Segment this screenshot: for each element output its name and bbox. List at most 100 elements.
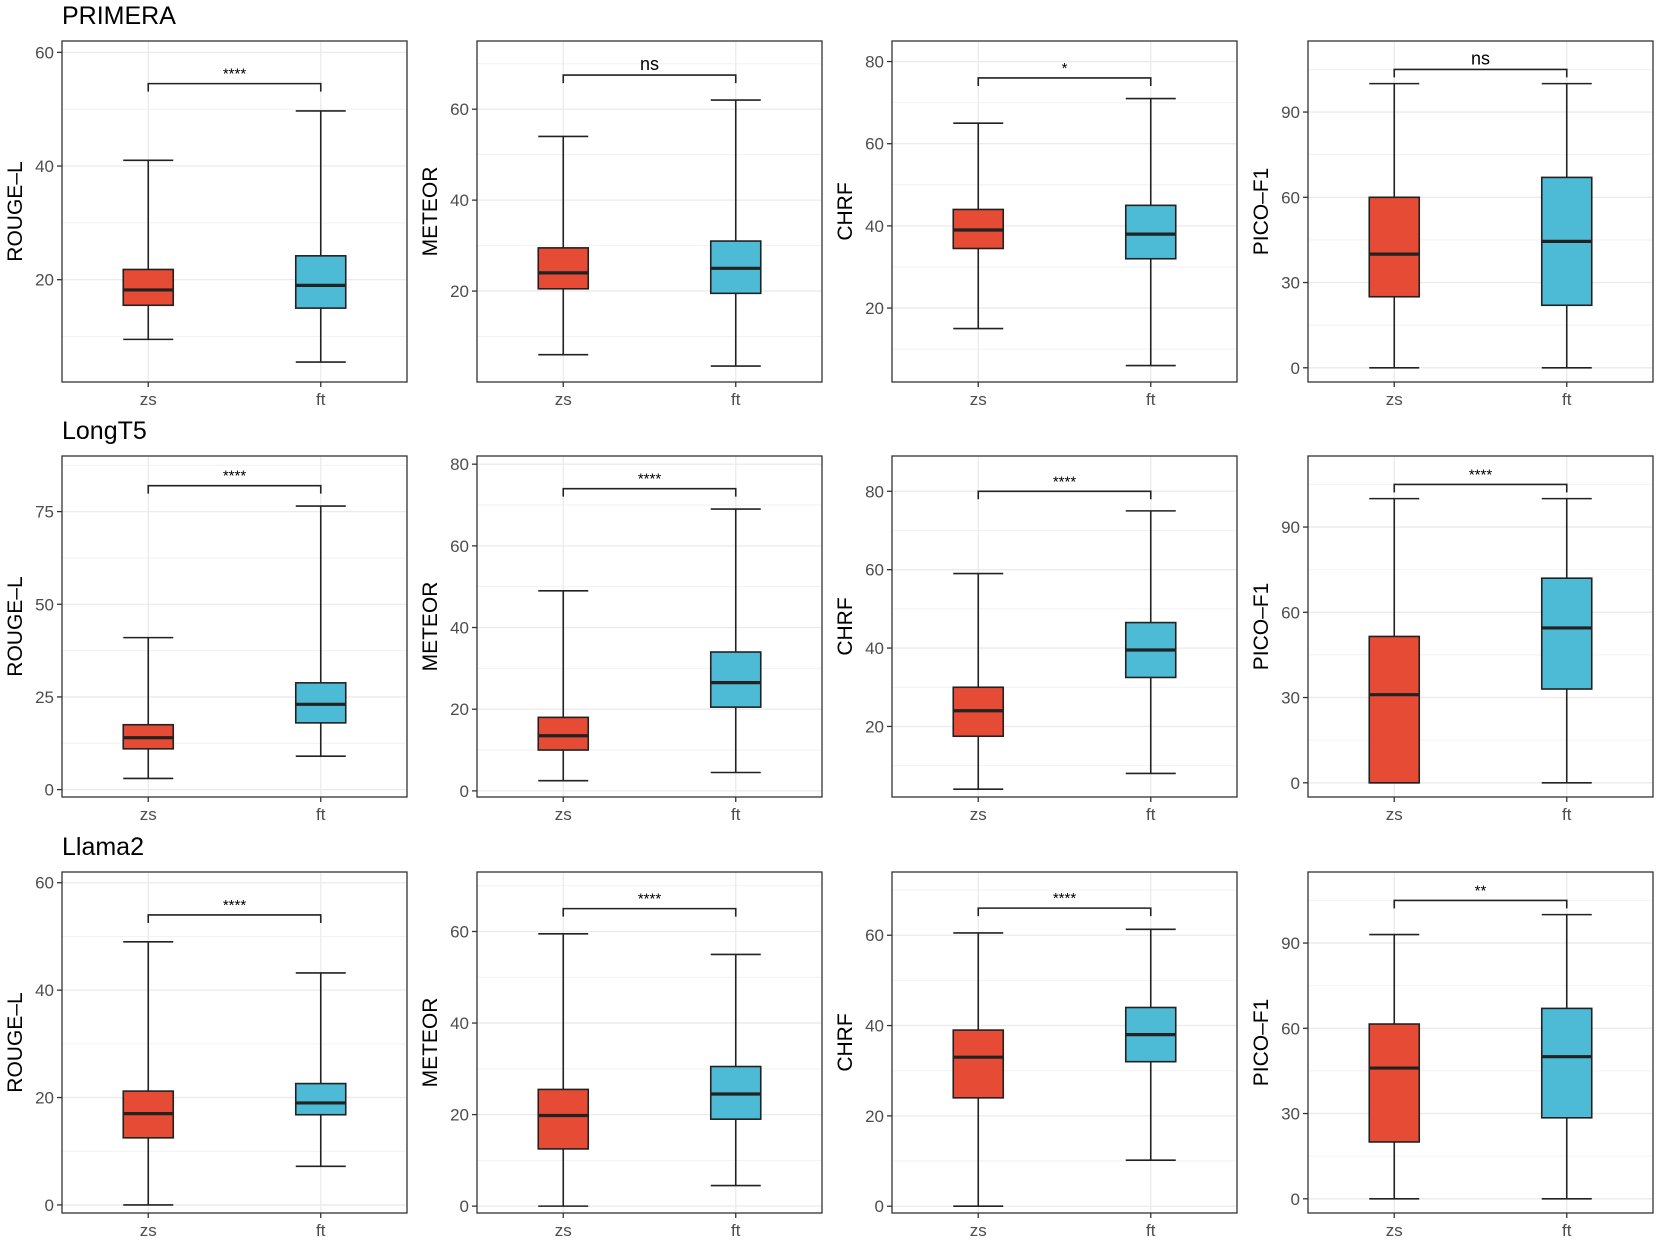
y-tick-label: 60 [450, 537, 469, 556]
box-zs [952, 932, 1005, 1208]
box-iqr [1124, 204, 1177, 260]
box-ft [294, 505, 347, 758]
y-tick-label: 60 [865, 561, 884, 580]
panel-border [476, 871, 823, 1214]
significance-label: **** [1053, 890, 1077, 907]
y-tick-label: 25 [35, 688, 54, 707]
significance-bracket [562, 74, 737, 84]
y-tick-label: 20 [35, 1089, 54, 1108]
x-tick-label: ft [316, 1221, 326, 1240]
y-tick-label: 40 [865, 639, 884, 658]
x-tick-label: ft [731, 390, 741, 409]
panel-border [891, 40, 1238, 383]
chart-panel: **** 20 40 60 80 zs ft CHRF [834, 455, 1238, 824]
x-tick-label: zs [1386, 390, 1403, 409]
box-iqr [294, 1082, 347, 1116]
y-tick-label: 0 [45, 1196, 54, 1215]
y-tick-label: 90 [1281, 103, 1300, 122]
box-ft [1124, 510, 1177, 775]
y-axis-title: CHRF [834, 597, 857, 655]
panel-border [1307, 455, 1654, 798]
chart-panel: **** 0 20 40 60 zs ft ROUGE–L [4, 871, 408, 1240]
y-tick-label: 0 [1291, 774, 1300, 793]
significance-label: ns [640, 54, 659, 74]
box-ft [294, 110, 347, 363]
y-axis-title: METEOR [419, 167, 442, 257]
x-tick-label: zs [1386, 805, 1403, 824]
chart-panel: ** 0 30 60 90 zs ft PICO–F1 [1250, 871, 1654, 1240]
box-iqr [537, 716, 590, 751]
y-tick-label: 30 [1281, 689, 1300, 708]
box-zs [952, 572, 1005, 790]
significance-label: **** [1469, 466, 1493, 483]
box-zs [1368, 497, 1421, 784]
y-tick-label: 20 [450, 700, 469, 719]
y-tick-label: 40 [865, 217, 884, 236]
panel-border [891, 455, 1238, 798]
box-zs [122, 941, 175, 1206]
box-ft [1124, 928, 1177, 1161]
y-tick-label: 20 [450, 282, 469, 301]
significance-bracket [1393, 899, 1568, 909]
y-tick-label: 20 [865, 299, 884, 318]
y-tick-label: 20 [865, 717, 884, 736]
x-tick-label: zs [1386, 1221, 1403, 1240]
significance-label: ** [1475, 882, 1487, 899]
x-tick-label: zs [970, 390, 987, 409]
box-zs [952, 122, 1005, 330]
box-ft [709, 99, 762, 367]
box-ft [709, 508, 762, 774]
significance-bracket [562, 487, 737, 497]
y-tick-label: 20 [450, 1106, 469, 1125]
x-tick-label: zs [555, 1221, 572, 1240]
y-axis-title: ROUGE–L [4, 576, 27, 676]
significance-label: **** [638, 891, 662, 908]
y-tick-label: 60 [1281, 188, 1300, 207]
model-title-llama2: Llama2 [62, 833, 144, 861]
y-tick-label: 50 [35, 595, 54, 614]
significance-label: * [1062, 60, 1068, 77]
chart-panel: **** 0 30 60 90 zs ft PICO–F1 [1250, 455, 1654, 824]
box-zs [1368, 82, 1421, 369]
y-tick-label: 60 [865, 135, 884, 154]
x-tick-label: ft [316, 805, 326, 824]
significance-label: **** [223, 897, 247, 914]
y-axis-title: ROUGE–L [4, 992, 27, 1092]
significance-bracket [1393, 68, 1568, 78]
x-tick-label: ft [316, 390, 326, 409]
y-axis-title: ROUGE–L [4, 161, 27, 261]
significance-bracket [1393, 483, 1568, 493]
box-iqr [952, 1029, 1005, 1099]
significance-label: **** [223, 66, 247, 83]
y-tick-label: 0 [875, 1197, 884, 1216]
y-tick-label: 90 [1281, 518, 1300, 537]
significance-bracket [977, 77, 1152, 86]
y-tick-label: 40 [35, 981, 54, 1000]
significance-bracket [147, 82, 322, 92]
x-tick-label: ft [1562, 390, 1572, 409]
box-iqr [122, 268, 175, 307]
y-axis-title: METEOR [419, 582, 442, 672]
chart-panel: **** 0 20 40 60 zs ft METEOR [419, 871, 823, 1240]
x-tick-label: ft [1562, 805, 1572, 824]
significance-label: **** [1053, 473, 1077, 490]
box-ft [709, 953, 762, 1187]
y-tick-label: 0 [460, 1197, 469, 1216]
panel-border [476, 40, 823, 383]
chart-panel: ns 0 30 60 90 zs ft PICO–F1 [1250, 40, 1654, 409]
y-axis-title: PICO–F1 [1250, 999, 1273, 1087]
chart-panel: ns 20 40 60 zs ft METEOR [419, 40, 823, 409]
y-axis-title: CHRF [834, 182, 857, 240]
x-tick-label: ft [1146, 1221, 1156, 1240]
y-tick-label: 90 [1281, 934, 1300, 953]
box-iqr [537, 1088, 590, 1150]
significance-bracket [147, 914, 322, 923]
box-zs [537, 135, 590, 356]
y-tick-label: 30 [1281, 274, 1300, 293]
chart-panel: **** 20 40 60 zs ft ROUGE–L [4, 40, 408, 409]
box-zs [1368, 933, 1421, 1200]
y-tick-label: 20 [35, 271, 54, 290]
box-iqr [1540, 1007, 1593, 1119]
box-iqr [709, 651, 762, 708]
